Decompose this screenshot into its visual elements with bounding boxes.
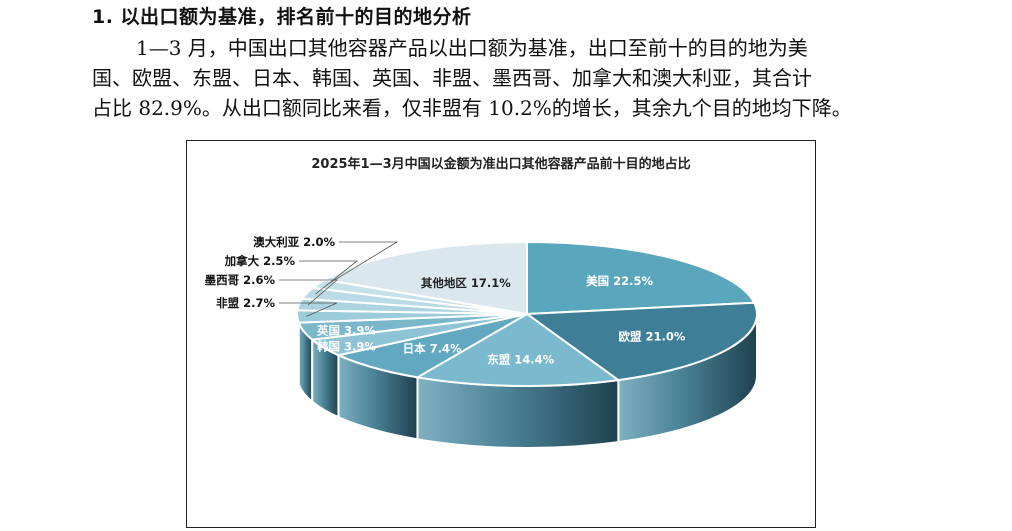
slice-label: 墨西哥 2.6%: [205, 273, 276, 287]
slice-label: 澳大利亚 2.0%: [253, 235, 335, 249]
pie-chart-figure: 2025年1—3月中国以金额为准出口其他容器产品前十目的地占比 美国 22.5%…: [186, 140, 816, 528]
slice-label: 英国 3.9%: [316, 324, 376, 338]
chart-title: 2025年1—3月中国以金额为准出口其他容器产品前十目的地占比: [311, 157, 691, 172]
slice-label: 非盟 2.7%: [216, 296, 275, 310]
pie-chart: 美国 22.5% 欧盟 21.0% 东盟 14.4% 日本 7.4% 韩国 3.9%英国…: [205, 235, 758, 449]
slice-label: 美国 22.5%: [586, 274, 653, 288]
paragraph-line: 国、欧盟、东盟、日本、韩国、英国、非盟、墨西哥、加拿大和澳大利亚，其合计: [92, 66, 812, 90]
body-paragraph: 1—3 月，中国出口其他容器产品以出口额为基准，出口至前十的目的地为美 国、欧盟…: [92, 33, 924, 123]
slice-label: 日本 7.4%: [403, 341, 462, 355]
pie-slice: [414, 312, 621, 387]
pie-slice: [321, 240, 528, 316]
slice-label: 韩国 3.9%: [317, 339, 376, 353]
leader-line: [279, 279, 339, 306]
slice-label: 欧盟 21.0%: [619, 330, 686, 344]
slice-label: 其他地区 17.1%: [421, 276, 511, 290]
leader-line: [279, 302, 338, 317]
paragraph-line: 1—3 月，中国出口其他容器产品以出口额为基准，出口至前十的目的地为美: [136, 36, 808, 60]
leader-line: [326, 241, 399, 286]
slice-label: 加拿大 2.5%: [224, 254, 296, 268]
slice-label: 东盟 14.4%: [487, 353, 554, 367]
pie-slice-side: [416, 376, 620, 449]
paragraph-line: 占比 82.9%。从出口额同比来看，仅非盟有 10.2%的增长，其余九个目的地均…: [92, 96, 852, 120]
pie-slice: [524, 301, 758, 382]
section-heading: 1. 以出口额为基准，排名前十的目的地分析: [92, 6, 472, 28]
pie-slice-side: [296, 313, 300, 385]
pie-slice: [526, 240, 756, 316]
